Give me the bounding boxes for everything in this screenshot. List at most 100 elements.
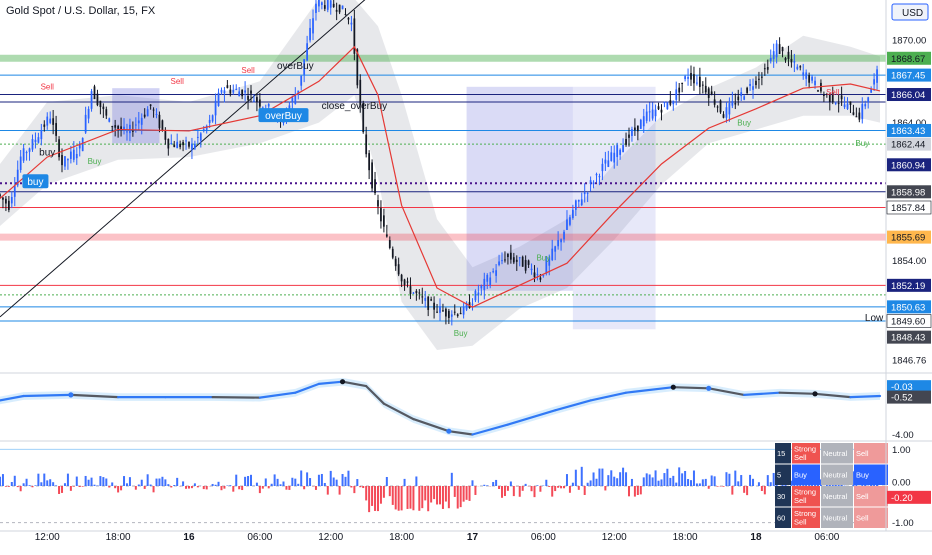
histogram-bar (696, 483, 698, 486)
osc-tag-label: -0.52 (891, 393, 913, 404)
histogram-bar (590, 480, 592, 486)
price-tag-label: 1857.84 (891, 203, 925, 214)
histogram-bar (17, 486, 19, 487)
histogram-bar (740, 475, 742, 486)
table-cell-text: Sell (856, 514, 869, 523)
histogram-bar (85, 476, 87, 486)
candle-body (380, 208, 382, 221)
histogram-bar (631, 479, 633, 486)
candle-body (513, 257, 515, 262)
histogram-bar (371, 486, 373, 506)
histogram-bar (102, 477, 104, 486)
candle-body (817, 90, 819, 91)
candle-body (306, 43, 308, 60)
time-tick-label: 06:00 (814, 532, 839, 543)
candle-body (823, 94, 825, 96)
candle-body (415, 291, 417, 293)
signal-label: Sell (826, 88, 840, 97)
candle-body (811, 77, 813, 81)
histogram-bar (291, 478, 293, 486)
candle-body (73, 150, 75, 160)
histogram-bar (111, 482, 113, 486)
histogram-bar (587, 483, 589, 486)
histogram-bar (598, 469, 600, 486)
histogram-bar (330, 471, 332, 486)
candle-body (501, 260, 503, 261)
candle-body (126, 131, 128, 132)
candle-body (164, 131, 166, 140)
candle-body (291, 98, 293, 103)
candle-body (507, 254, 509, 257)
histogram-bar (389, 486, 391, 496)
candle-body (717, 107, 719, 108)
histogram-bar (61, 486, 63, 493)
histogram-bar (392, 486, 394, 505)
histogram-bar (483, 485, 485, 486)
candle-body (584, 192, 586, 194)
candle-body (649, 111, 651, 112)
candle-body (655, 110, 657, 117)
histogram-bar (684, 471, 686, 486)
histogram-bar (76, 477, 78, 486)
candle-body (454, 312, 456, 313)
histogram-bar (206, 486, 208, 489)
candle-body (309, 28, 311, 40)
oscillator-segment (673, 387, 708, 388)
histogram-bar (156, 479, 158, 486)
candle-body (590, 180, 592, 184)
candle-body (167, 139, 169, 149)
candle-body (218, 93, 220, 106)
candle-body (105, 109, 107, 115)
histogram-bar (176, 478, 178, 486)
table-cell-text: Neutral (823, 514, 848, 523)
candle-body (108, 118, 110, 121)
candle-body (841, 95, 843, 99)
candle-body (442, 310, 444, 311)
histogram-bar (510, 481, 512, 486)
candle-body (235, 89, 237, 90)
candle-body (619, 150, 621, 155)
histogram-bar (150, 485, 152, 486)
histogram-bar (300, 470, 302, 486)
histogram-bar (5, 486, 7, 487)
histogram-bar (359, 486, 361, 487)
histogram-bar (404, 479, 406, 486)
histogram-bar (167, 484, 169, 486)
price-tick-label: 1846.76 (892, 356, 926, 367)
histogram-bar (418, 486, 420, 511)
histogram-bar (522, 486, 524, 491)
candle-body (610, 152, 612, 161)
candle-body (563, 232, 565, 240)
candle-body (793, 61, 795, 63)
candle-body (141, 118, 143, 125)
candle-body (569, 217, 571, 225)
histogram-bar (218, 482, 220, 486)
candle-body (433, 303, 435, 310)
table-cell-text: 60 (777, 514, 785, 523)
candle-body (702, 85, 704, 86)
histogram-bar (610, 470, 612, 486)
candle-body (835, 103, 837, 104)
candle-body (537, 274, 539, 275)
time-tick-label: 12:00 (35, 532, 60, 543)
candle-body (58, 139, 60, 157)
signal-label: Sell (171, 77, 185, 86)
candle-body (221, 90, 223, 93)
histogram-bar (37, 474, 39, 486)
candle-body (661, 110, 663, 113)
candle-body (847, 104, 849, 109)
candle-body (705, 86, 707, 92)
histogram-bar (327, 486, 329, 495)
histogram-bar (758, 482, 760, 486)
candle-body (85, 115, 87, 133)
histogram-bar (531, 486, 533, 491)
histogram-bar (463, 486, 465, 502)
candle-body (91, 91, 93, 109)
histogram-bar (79, 486, 81, 487)
candle-body (761, 77, 763, 78)
price-tag-label: 1866.04 (891, 90, 925, 101)
candle-body (752, 86, 754, 90)
histogram-bar (368, 486, 370, 512)
